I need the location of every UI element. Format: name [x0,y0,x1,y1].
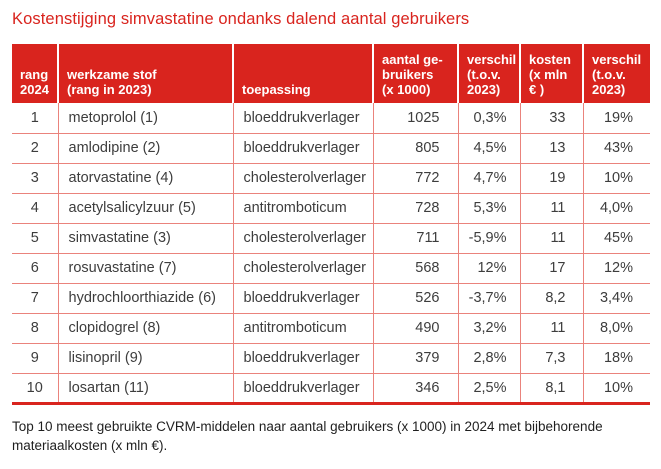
cell-aantal: 772 [372,163,458,194]
column-header-aantal-gebruikers: aantal ge- bruikers (x 1000) [372,44,458,103]
data-table: rang 2024 werkzame stof (rang in 2023) t… [12,44,650,405]
table-row: 3 atorvastatine (4) cholesterolverlager 772… [12,163,650,194]
cell-stof: losartan (11) [57,373,233,405]
cell-stof: clopidogrel (8) [57,313,233,344]
cell-verschil_gebruikers: 5,3% [457,193,520,224]
cell-verschil_kosten: 4,0% [582,193,650,224]
cell-rang: 9 [12,343,58,374]
cell-verschil_gebruikers: 3,2% [457,313,520,344]
table-row: 9 lisinopril (9) bloeddrukverlager 379 2,8% 7… [12,343,650,374]
cell-verschil_kosten: 19% [582,103,650,134]
table-row: 10 losartan (11) bloeddrukverlager 346 2,5% 8… [12,373,650,405]
cell-aantal: 728 [372,193,458,224]
cell-stof: lisinopril (9) [57,343,233,374]
cell-rang: 10 [12,373,58,405]
table-body: 1 metoprolol (1) bloeddrukverlager 1025 0,3%… [12,103,650,405]
cell-aantal: 346 [372,373,458,405]
cell-toepassing: bloeddrukverlager [232,103,373,134]
cell-toepassing: bloeddrukverlager [232,373,373,405]
column-header-verschil-gebruikers: verschil (t.o.v. 2023) [457,44,520,103]
cell-kosten: 13 [519,133,583,164]
cell-kosten: 8,2 [519,283,583,314]
cell-rang: 3 [12,163,58,194]
cell-toepassing: bloeddrukverlager [232,133,373,164]
cell-toepassing: antitromboticum [232,313,373,344]
column-header-verschil-kosten: verschil (t.o.v. 2023) [582,44,650,103]
cell-verschil_kosten: 18% [582,343,650,374]
cell-verschil_kosten: 3,4% [582,283,650,314]
cell-kosten: 17 [519,253,583,284]
cell-toepassing: antitromboticum [232,193,373,224]
cell-aantal: 805 [372,133,458,164]
cell-stof: hydrochloorthiazide (6) [57,283,233,314]
table-caption: Top 10 meest gebruikte CVRM-middelen naa… [12,418,603,453]
column-header-toepassing: toepassing [232,44,373,103]
cell-toepassing: cholesterolverlager [232,223,373,254]
cell-aantal: 526 [372,283,458,314]
cell-verschil_kosten: 12% [582,253,650,284]
cell-stof: metoprolol (1) [57,103,233,134]
column-header-rang: rang 2024 [12,44,58,103]
cell-verschil_kosten: 10% [582,373,650,405]
table-header: rang 2024 werkzame stof (rang in 2023) t… [12,44,650,103]
cell-verschil_gebruikers: 4,5% [457,133,520,164]
cell-aantal: 711 [372,223,458,254]
cell-kosten: 11 [519,223,583,254]
cell-toepassing: cholesterolverlager [232,163,373,194]
cell-stof: rosuvastatine (7) [57,253,233,284]
cell-verschil_kosten: 10% [582,163,650,194]
cell-verschil_gebruikers: 12% [457,253,520,284]
cell-aantal: 490 [372,313,458,344]
table-row: 5 simvastatine (3) cholesterolverlager 711-… [12,223,650,254]
cell-rang: 4 [12,193,58,224]
table-row: 7 hydrochloorthiazide (6) bloeddrukverlage… [12,283,650,314]
cell-aantal: 1025 [372,103,458,134]
cell-kosten: 33 [519,103,583,134]
cell-toepassing: bloeddrukverlager [232,283,373,314]
page: Kostenstijging simvastatine ondanks dale… [12,10,650,453]
column-header-kosten: kosten (x mln € ) [519,44,583,103]
cell-kosten: 11 [519,193,583,224]
table-row: 6 rosuvastatine (7) cholesterolverlager 568… [12,253,650,284]
cell-verschil_kosten: 43% [582,133,650,164]
cell-toepassing: cholesterolverlager [232,253,373,284]
cell-verschil_kosten: 45% [582,223,650,254]
cell-kosten: 7,3 [519,343,583,374]
cell-rang: 8 [12,313,58,344]
cell-verschil_gebruikers: 0,3% [457,103,520,134]
cell-toepassing: bloeddrukverlager [232,343,373,374]
cell-aantal: 568 [372,253,458,284]
cell-verschil_gebruikers: -5,9% [457,223,520,254]
cell-verschil_gebruikers: 2,5% [457,373,520,405]
cell-verschil_gebruikers: -3,7% [457,283,520,314]
cell-rang: 6 [12,253,58,284]
cell-verschil_gebruikers: 4,7% [457,163,520,194]
cell-kosten: 19 [519,163,583,194]
table-row: 2 amlodipine (2) bloeddrukverlager 805 4,5% 1… [12,133,650,164]
table-row: 1 metoprolol (1) bloeddrukverlager 1025 0,3%… [12,103,650,134]
cell-rang: 1 [12,103,58,134]
cell-rang: 2 [12,133,58,164]
cell-rang: 7 [12,283,58,314]
cell-kosten: 11 [519,313,583,344]
cell-stof: acetylsalicylzuur (5) [57,193,233,224]
cell-kosten: 8,1 [519,373,583,405]
cell-rang: 5 [12,223,58,254]
cell-verschil_gebruikers: 2,8% [457,343,520,374]
table-row: 8 clopidogrel (8) antitromboticum 490 3,2% 11… [12,313,650,344]
cell-verschil_kosten: 8,0% [582,313,650,344]
cell-stof: amlodipine (2) [57,133,233,164]
table-row: 4 acetylsalicylzuur (5) antitromboticum 728… [12,193,650,224]
cell-aantal: 379 [372,343,458,374]
cell-stof: atorvastatine (4) [57,163,233,194]
column-header-werkzame-stof: werkzame stof (rang in 2023) [57,44,233,103]
cell-stof: simvastatine (3) [57,223,233,254]
table-header-row: rang 2024 werkzame stof (rang in 2023) t… [12,44,650,103]
page-title: Kostenstijging simvastatine ondanks dale… [12,10,470,28]
